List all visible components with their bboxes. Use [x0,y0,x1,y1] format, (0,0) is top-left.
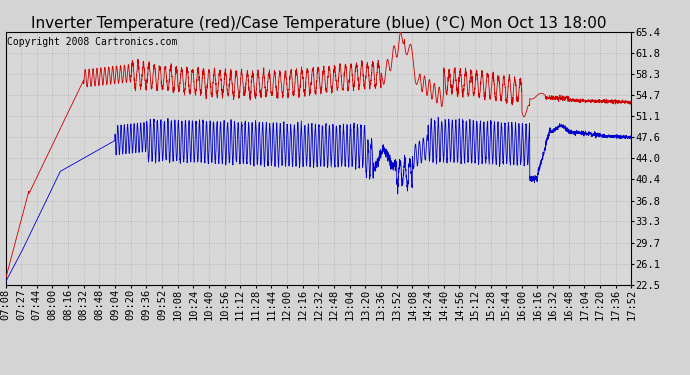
Text: Copyright 2008 Cartronics.com: Copyright 2008 Cartronics.com [7,37,177,47]
Title: Inverter Temperature (red)/Case Temperature (blue) (°C) Mon Oct 13 18:00: Inverter Temperature (red)/Case Temperat… [30,16,607,31]
